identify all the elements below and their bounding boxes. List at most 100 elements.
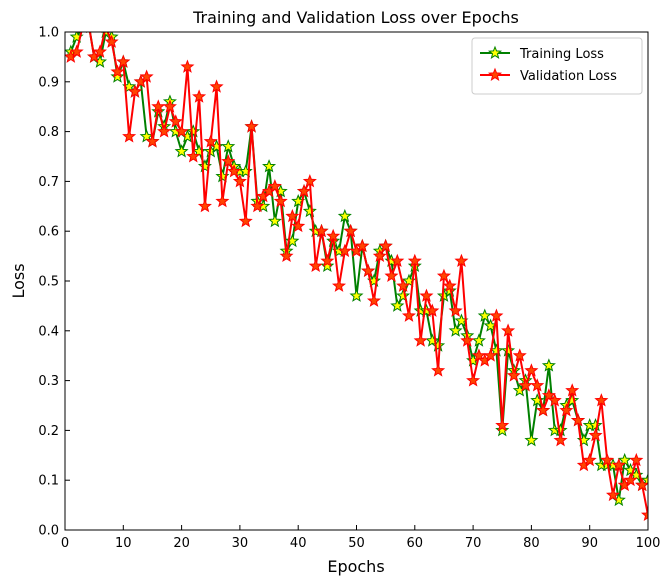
validation-loss-point	[483, 348, 498, 362]
training-loss-point	[530, 393, 545, 407]
x-tick-label: 60	[407, 536, 424, 551]
validation-loss-point	[489, 308, 504, 322]
training-loss-legend-label: Training Loss	[519, 47, 604, 62]
x-axis-label: Epochs	[327, 557, 384, 576]
training-loss-point	[471, 333, 486, 347]
training-loss-point	[477, 308, 492, 322]
validation-loss-legend-label: Validation Loss	[520, 69, 617, 84]
training-loss-point	[110, 69, 125, 83]
x-tick-label: 90	[581, 536, 598, 551]
training-loss-point	[83, 16, 94, 27]
validation-loss-point	[180, 59, 195, 73]
validation-loss-point	[127, 84, 142, 98]
validation-loss-point	[145, 134, 160, 148]
validation-loss-point	[302, 174, 317, 188]
validation-loss-point	[101, 32, 111, 33]
validation-loss-point	[448, 303, 463, 317]
training-loss-point	[442, 283, 457, 297]
validation-loss-point	[407, 253, 422, 268]
validation-loss-point	[151, 99, 166, 113]
validation-loss-point	[530, 378, 545, 392]
validation-loss-point	[83, 16, 94, 27]
validation-loss-point	[291, 218, 306, 233]
validation-loss-point	[419, 288, 434, 302]
validation-loss-point	[442, 278, 457, 292]
validation-loss-point	[436, 268, 451, 282]
validation-loss-point	[501, 323, 516, 337]
validation-loss-point	[343, 223, 358, 238]
validation-loss-point	[541, 388, 556, 402]
training-loss-point	[565, 393, 580, 407]
validation-loss-point	[69, 44, 84, 58]
training-loss-point	[238, 164, 253, 178]
y-tick-label: 0.7	[38, 175, 59, 190]
validation-loss-point	[635, 477, 648, 492]
validation-loss-point	[506, 368, 521, 382]
validation-loss-point	[366, 293, 382, 307]
validation-loss-point	[192, 89, 207, 103]
validation-loss-point	[273, 193, 288, 208]
validation-loss-point	[571, 413, 586, 427]
y-tick-label: 1.0	[38, 26, 59, 41]
validation-loss-point	[640, 507, 648, 522]
validation-loss-point	[378, 238, 393, 253]
validation-loss-point	[629, 452, 644, 467]
training-loss-point	[425, 333, 440, 347]
series-layer	[65, 16, 648, 522]
validation-loss-point	[227, 164, 242, 178]
validation-loss-point	[384, 268, 399, 282]
training-loss-point	[221, 139, 236, 153]
chart-title: Training and Validation Loss over Epochs	[192, 8, 519, 27]
validation-loss-point	[372, 248, 387, 263]
validation-loss-point	[547, 393, 562, 407]
validation-loss-point	[320, 253, 335, 268]
validation-loss-point	[471, 348, 486, 362]
validation-loss-point	[186, 149, 201, 163]
training-loss-point	[431, 338, 446, 352]
validation-loss-point	[606, 487, 621, 502]
legend: Training Loss Validation Loss	[471, 37, 643, 95]
x-tick-label: 10	[115, 536, 132, 551]
training-loss-point	[640, 472, 648, 487]
training-loss-point	[501, 343, 516, 357]
validation-loss-point	[390, 253, 405, 268]
validation-loss-point	[553, 432, 568, 447]
x-tick-label: 100	[636, 536, 661, 551]
validation-loss-point	[162, 99, 177, 113]
validation-loss-point	[250, 198, 265, 213]
training-loss-point	[541, 358, 556, 372]
validation-loss-point	[559, 403, 574, 417]
validation-loss-point	[401, 308, 416, 322]
validation-loss-point	[122, 129, 137, 143]
training-loss-point	[262, 159, 277, 173]
training-loss-point	[320, 258, 335, 273]
training-loss-point	[186, 124, 201, 138]
validation-loss-point	[524, 363, 539, 377]
training-loss-point	[302, 203, 317, 218]
validation-loss-point	[512, 348, 527, 362]
validation-loss-point	[582, 452, 597, 467]
x-tick-label: 30	[232, 536, 249, 551]
validation-loss-point	[244, 119, 259, 133]
y-tick-label: 0.4	[38, 324, 59, 339]
validation-loss-point	[232, 174, 247, 188]
validation-loss-point	[623, 472, 638, 487]
validation-loss-point	[314, 223, 329, 238]
y-tick-label: 0.2	[38, 424, 59, 439]
x-tick-label: 70	[465, 536, 482, 551]
validation-loss-point	[267, 179, 282, 193]
y-tick-label: 0.3	[38, 374, 59, 389]
validation-loss-point	[209, 79, 224, 93]
validation-loss-point	[460, 333, 475, 347]
validation-loss-point	[594, 393, 609, 407]
validation-loss-point	[285, 208, 300, 223]
validation-loss-point	[279, 248, 294, 263]
y-tick-label: 0.1	[38, 474, 59, 489]
validation-loss-point	[331, 278, 347, 292]
validation-loss-point	[308, 258, 323, 273]
validation-loss-point	[238, 213, 253, 228]
x-tick-label: 20	[173, 536, 190, 551]
validation-loss-point	[104, 34, 119, 48]
validation-loss-legend-marker	[487, 67, 503, 81]
validation-loss-point	[431, 363, 446, 377]
